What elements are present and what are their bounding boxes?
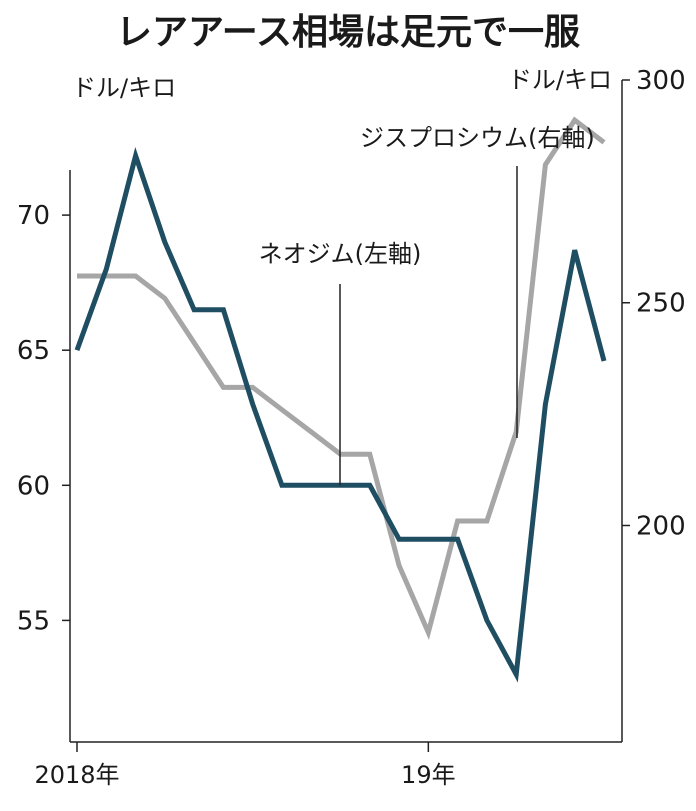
- right-axis-unit: ドル/キロ: [508, 66, 612, 94]
- chart-title: レアアース相場は足元で一服: [116, 12, 580, 53]
- left-tick-label: 65: [17, 336, 50, 366]
- annotation-label: ジスプロシウム(右軸): [360, 124, 595, 152]
- x-tick-label: 19年: [401, 761, 456, 789]
- left-tick-label: 55: [17, 606, 50, 636]
- right-tick-label: 300: [636, 66, 686, 96]
- right-tick-label: 200: [636, 511, 686, 541]
- left-axis-unit: ドル/キロ: [72, 74, 176, 102]
- annotation-label: ネオジム(左軸): [259, 240, 422, 268]
- right-tick-label: 250: [636, 289, 686, 319]
- x-axis-ticks: 2018年 19年: [34, 742, 456, 789]
- left-tick-label: 70: [17, 201, 50, 231]
- left-axis-ticks: 55 60 65 70: [17, 201, 70, 636]
- right-axis-ticks: 200 250 300: [622, 66, 686, 541]
- left-tick-label: 60: [17, 471, 50, 501]
- series-annotations: ネオジム(左軸) ジスプロシウム(右軸): [259, 124, 595, 486]
- x-tick-label: 2018年: [34, 761, 119, 789]
